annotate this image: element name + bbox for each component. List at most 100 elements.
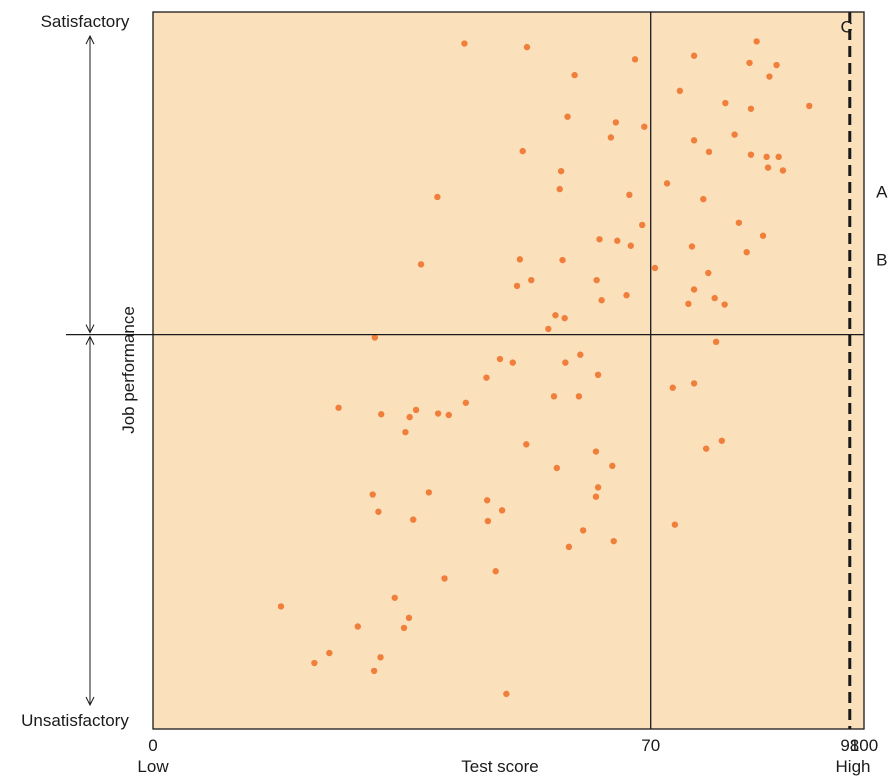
- data-point: [503, 690, 510, 698]
- points-layer: [277, 38, 813, 698]
- data-point: [773, 61, 780, 69]
- data-point: [592, 448, 600, 455]
- data-point: [775, 153, 782, 161]
- data-point: [753, 38, 760, 45]
- data-point: [651, 264, 659, 272]
- unsatisfactory-range-arrow: [85, 335, 95, 707]
- data-point: [685, 300, 692, 308]
- data-point: [277, 603, 285, 610]
- data-point: [735, 219, 743, 226]
- data-point: [523, 441, 530, 448]
- data-point: [722, 99, 729, 107]
- data-point: [764, 164, 772, 171]
- y-top-label: Satisfactory: [41, 12, 130, 31]
- data-point: [425, 489, 433, 496]
- data-point: [509, 359, 516, 366]
- data-point: [557, 167, 565, 175]
- data-point: [607, 134, 615, 141]
- y-bottom-label: Unsatisfactory: [21, 711, 129, 730]
- data-point: [718, 437, 725, 444]
- data-point: [612, 119, 620, 126]
- data-point: [623, 292, 630, 299]
- data-point: [610, 537, 617, 545]
- data-point: [528, 276, 535, 284]
- data-point: [627, 242, 634, 249]
- data-point: [571, 71, 578, 79]
- data-point: [405, 614, 413, 622]
- data-point: [523, 43, 531, 51]
- data-point: [626, 191, 633, 199]
- data-point: [556, 185, 563, 193]
- data-point: [335, 404, 342, 411]
- satisfactory-range-arrow: [85, 34, 95, 334]
- data-point: [406, 413, 413, 421]
- data-point: [311, 659, 318, 667]
- data-point: [594, 484, 602, 491]
- data-point: [743, 248, 750, 256]
- data-point: [483, 374, 490, 381]
- data-point: [513, 282, 521, 290]
- data-point: [483, 497, 491, 504]
- data-point: [593, 276, 600, 284]
- data-point: [400, 624, 408, 632]
- data-point: [594, 371, 602, 379]
- data-point: [370, 667, 378, 675]
- data-point: [496, 355, 504, 363]
- data-point: [596, 236, 603, 243]
- data-point: [711, 294, 718, 302]
- data-point: [712, 338, 720, 346]
- data-point: [638, 221, 646, 229]
- data-point: [759, 232, 767, 239]
- data-point: [550, 393, 558, 400]
- data-point: [575, 393, 583, 400]
- data-point: [763, 153, 770, 161]
- data-point: [516, 256, 524, 263]
- data-point: [614, 237, 621, 244]
- data-point: [690, 380, 698, 387]
- data-point: [434, 410, 442, 417]
- plot-frame: [152, 11, 865, 730]
- data-point: [559, 256, 566, 264]
- data-point: [598, 297, 605, 304]
- x-tick-label: 0: [148, 736, 157, 755]
- data-point: [641, 123, 648, 130]
- data-point: [565, 543, 573, 551]
- data-point: [375, 508, 382, 515]
- data-point: [561, 314, 568, 322]
- data-point: [552, 312, 559, 319]
- annotation-label: B: [876, 250, 887, 269]
- data-point: [702, 445, 710, 452]
- data-point: [441, 575, 448, 582]
- data-point: [410, 516, 417, 523]
- data-point: [445, 411, 452, 419]
- data-point: [417, 261, 425, 268]
- data-point: [676, 87, 684, 95]
- data-point: [519, 147, 526, 155]
- data-point: [391, 594, 398, 601]
- data-point: [434, 193, 441, 201]
- data-point: [671, 521, 679, 528]
- data-point: [747, 105, 755, 112]
- data-point: [545, 325, 552, 333]
- data-point: [402, 428, 409, 436]
- data-point: [631, 56, 639, 63]
- x-low-label: Low: [137, 757, 169, 776]
- data-point: [766, 73, 773, 80]
- data-point: [461, 40, 468, 47]
- x-high-label: High: [836, 757, 871, 776]
- data-point: [690, 137, 698, 144]
- data-point: [779, 167, 787, 174]
- data-point: [731, 131, 738, 138]
- data-point: [690, 286, 698, 293]
- data-point: [806, 102, 813, 110]
- data-point: [746, 59, 753, 67]
- data-point: [577, 351, 584, 358]
- data-point: [498, 507, 506, 514]
- x-tick-label: 70: [641, 736, 660, 755]
- annotation-label: C: [841, 17, 853, 36]
- x-tick-label: 100: [850, 736, 878, 755]
- y-axis-label: Job performance: [119, 306, 138, 434]
- data-point: [484, 517, 492, 525]
